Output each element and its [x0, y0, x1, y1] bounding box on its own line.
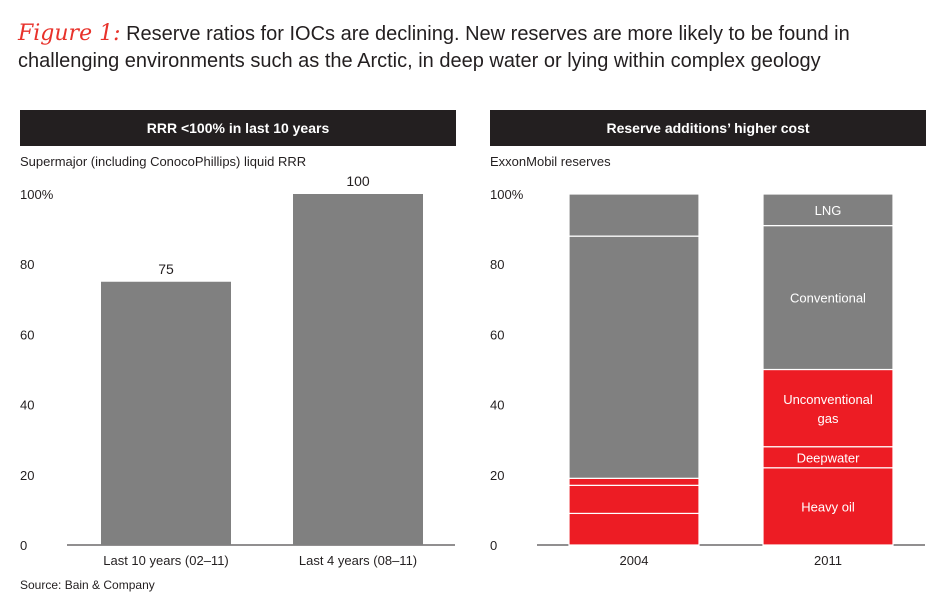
charts-canvas: 0 20 40 60 80 100% 75 Last 10 years (02–11) 100 L…	[0, 0, 950, 609]
y-tick-label: 80	[490, 257, 504, 272]
bar-segment	[569, 478, 699, 485]
bar-segment	[569, 236, 699, 478]
bar-segment	[763, 370, 893, 447]
right-chart: 0 20 40 60 80 100% 2004 2011 Heavy oil Deepwater U…	[490, 187, 925, 568]
bar	[293, 194, 423, 545]
y-tick-label: 20	[490, 468, 504, 483]
y-tick-label: 40	[20, 398, 34, 413]
left-chart: 0 20 40 60 80 100% 75 Last 10 years (02–11) 100 L…	[20, 173, 455, 568]
y-tick-label: 80	[20, 257, 34, 272]
x-tick-label: 2004	[620, 553, 649, 568]
y-tick-label: 40	[490, 398, 504, 413]
bar	[101, 282, 231, 545]
y-tick-label: 20	[20, 468, 34, 483]
bar-segment	[569, 194, 699, 236]
segment-label-unconventional: Unconventional	[783, 392, 873, 407]
segment-label-heavy-oil: Heavy oil	[801, 499, 855, 514]
y-tick-label: 0	[20, 538, 27, 553]
bar-segment	[569, 485, 699, 513]
x-tick-label: 2011	[814, 553, 842, 568]
source-note: Source: Bain & Company	[20, 578, 155, 592]
y-tick-label: 60	[490, 327, 504, 342]
y-tick-label: 60	[20, 327, 34, 342]
bar-segment	[569, 513, 699, 545]
segment-label-conventional: Conventional	[790, 291, 866, 306]
data-label: 100	[346, 173, 370, 189]
x-tick-label: Last 4 years (08–11)	[299, 553, 417, 568]
x-tick-label: Last 10 years (02–11)	[103, 553, 229, 568]
y-tick-label: 0	[490, 538, 497, 553]
data-label: 75	[158, 261, 174, 277]
segment-label-gas: gas	[818, 411, 839, 426]
segment-label-deepwater: Deepwater	[797, 450, 861, 465]
segment-label-lng: LNG	[815, 203, 842, 218]
y-tick-label: 100%	[490, 187, 524, 202]
y-tick-label: 100%	[20, 187, 54, 202]
